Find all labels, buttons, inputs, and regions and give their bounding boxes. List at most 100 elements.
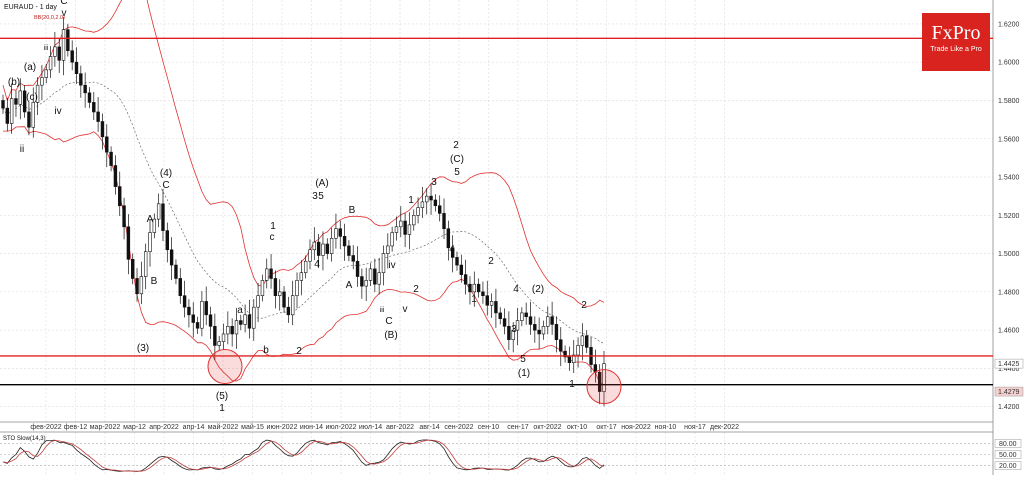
price-tag-label: 1.4425: [998, 361, 1020, 368]
candle-body: [96, 111, 100, 122]
candle-body: [455, 257, 459, 266]
highlight-circle: [586, 369, 622, 405]
x-tick-label: июл-14: [359, 424, 382, 431]
candle-body: [252, 306, 256, 329]
candle-body: [213, 326, 217, 346]
candle-body: [303, 260, 308, 274]
stoch-k-line: [2, 439, 605, 472]
x-tick-label: фев-2022: [30, 424, 61, 431]
candle-body: [100, 121, 105, 138]
candle-body: [312, 241, 317, 251]
candle-body: [187, 306, 191, 316]
candle-body: [53, 46, 57, 57]
candle-body: [442, 213, 446, 230]
symbol-title: EURAUD - 1 day: [4, 4, 57, 11]
x-tick-label: фев-12: [64, 424, 88, 431]
candle-body: [299, 272, 304, 281]
candle-body: [290, 295, 295, 316]
candle-body: [226, 326, 230, 335]
candle-body: [195, 322, 200, 329]
candle-body: [109, 151, 113, 166]
candle-body: [174, 264, 178, 279]
wave-label: iii: [44, 45, 49, 52]
candle-body: [602, 363, 606, 392]
candle-body: [373, 268, 377, 285]
elliott-wave-labels: (a)(b)(c)iiiiiivvC(4)CAB(3)(5)1abc12345(…: [8, 0, 587, 414]
bb-upper: [2, 0, 605, 307]
wave-label: (b): [8, 77, 20, 88]
candle-body: [425, 195, 429, 203]
candle-body: [429, 195, 433, 201]
candle-body: [377, 272, 381, 285]
candle-body: [412, 215, 416, 226]
candle-body: [316, 241, 321, 256]
candle-body: [355, 260, 360, 277]
candle-body: [524, 312, 528, 318]
wave-label: 4: [314, 259, 320, 270]
candle-body: [122, 205, 126, 228]
candle-body: [204, 301, 208, 316]
x-tick-label: сен-17: [507, 424, 528, 431]
candle-body: [161, 203, 165, 231]
wave-label: 4: [513, 284, 519, 295]
candle-body: [247, 314, 252, 329]
candle-body: [278, 291, 282, 296]
candle-body: [70, 50, 74, 63]
candle-body: [221, 333, 226, 342]
candle-body: [325, 243, 329, 254]
candle-body: [329, 237, 334, 254]
wave-label: 5: [454, 167, 460, 178]
candle-body: [528, 316, 533, 325]
y-tick-label: 1.4600: [998, 328, 1020, 335]
highlight-circle: [207, 348, 243, 384]
candle-body: [576, 345, 580, 356]
candle-body: [321, 243, 325, 256]
candle-body: [347, 245, 351, 256]
wave-label: A: [147, 214, 154, 225]
stoch-d-line: [2, 439, 605, 472]
oscillator-label: STO Slow(14,3): [3, 436, 46, 442]
candle-body: [230, 326, 234, 335]
candle-body: [563, 350, 567, 358]
candle-body: [1, 100, 5, 109]
price-axis: 1.4200 1.4400 1.4600 1.4800 1.5000 1.5200 1.54…: [994, 21, 1024, 411]
wave-label: 3: [511, 324, 517, 335]
stochastic-panel: 80.00 50.00 20.00: [0, 439, 1022, 472]
wave-label: (4): [160, 168, 172, 179]
y-tick-label: 1.6000: [998, 60, 1020, 67]
candle-body: [308, 249, 312, 262]
wave-label: v: [62, 8, 67, 19]
wave-label: 2: [453, 140, 459, 151]
candle-body: [92, 102, 96, 113]
candle-body: [139, 276, 144, 295]
candle-body: [295, 280, 299, 296]
candle-body: [580, 335, 585, 346]
candle-body: [273, 278, 278, 296]
wave-label: (1): [518, 368, 530, 379]
candle-body: [269, 268, 273, 279]
x-tick-label: апр-14: [183, 424, 205, 431]
candle-body: [550, 316, 554, 325]
candle-body: [472, 283, 476, 293]
candle-body: [48, 56, 53, 71]
candle-body: [381, 253, 386, 274]
chart-grid: [0, 0, 994, 475]
candle-body: [217, 341, 221, 346]
candle-body: [9, 98, 14, 124]
y-tick-label: 1.5200: [998, 213, 1020, 220]
indicator-label: BB(20,0,2.0): [34, 15, 65, 21]
x-tick-label: ноя-17: [684, 424, 706, 431]
candle-body: [126, 226, 131, 260]
x-tick-label: сен-2022: [444, 424, 473, 431]
bb-lower: [3, 126, 605, 386]
candle-body: [113, 165, 118, 187]
candle-body: [533, 324, 537, 331]
candle-body: [520, 312, 524, 321]
x-tick-label: мар-2022: [90, 424, 121, 431]
candle-body: [399, 220, 403, 228]
candle-body: [338, 228, 342, 237]
wave-label: (A): [315, 178, 328, 189]
candle-body: [450, 247, 455, 258]
candle-body: [360, 276, 364, 287]
